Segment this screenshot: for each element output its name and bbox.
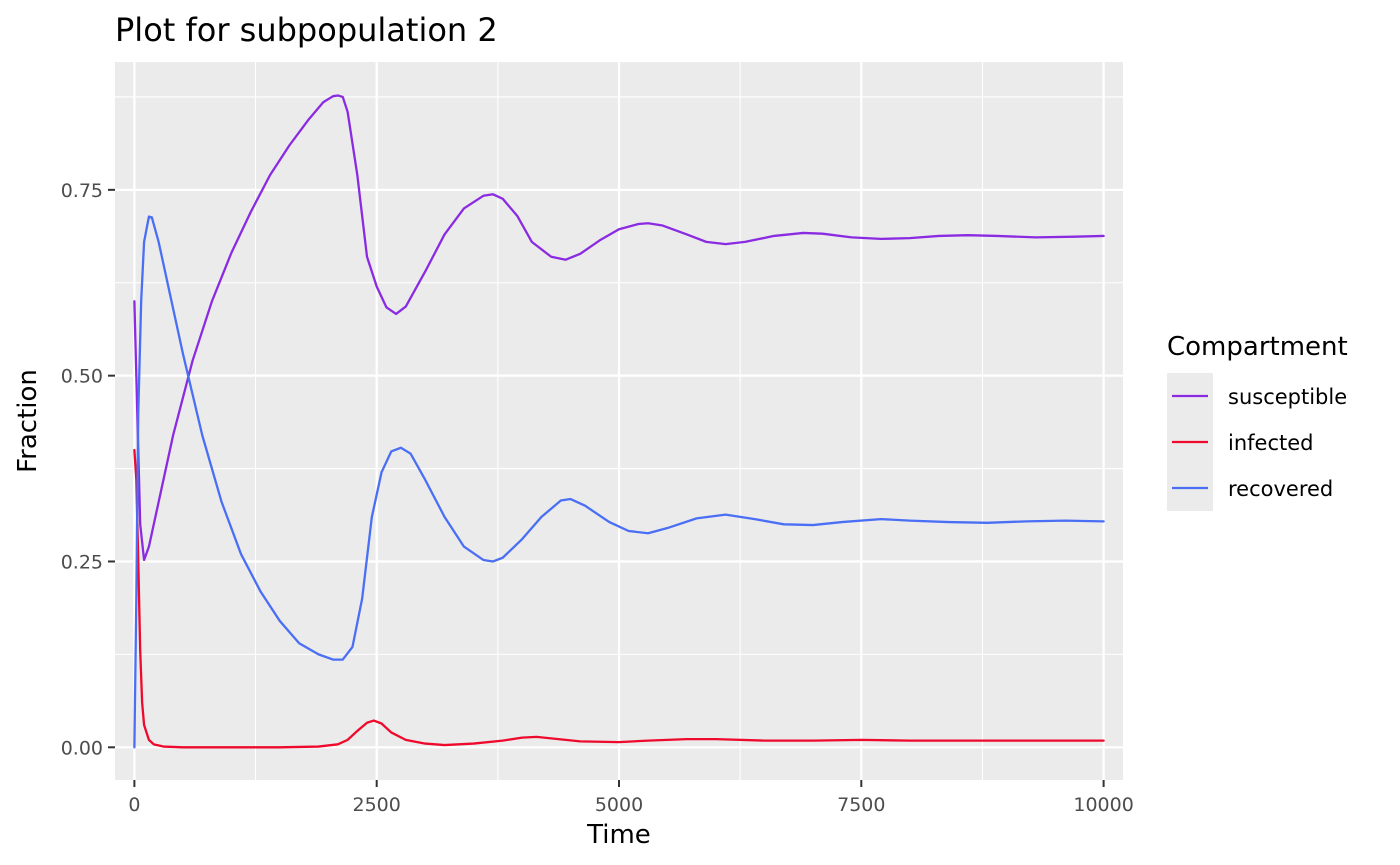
legend: Compartment susceptible infected recovered — [1167, 332, 1348, 511]
y-tick-label: 0.00 — [61, 737, 103, 759]
legend-label-susceptible: susceptible — [1228, 385, 1347, 409]
x-tick-label: 5000 — [595, 794, 643, 816]
legend-title: Compartment — [1167, 332, 1348, 362]
y-axis-title: Fraction — [13, 369, 43, 473]
y-tick-label: 0.25 — [61, 551, 103, 573]
series-line-recovered — [133, 215, 1105, 749]
axes: 0 2500 5000 7500 10000 0.00 0.25 0.50 0.75 — [61, 180, 1134, 816]
x-tick-label: 2500 — [353, 794, 401, 816]
chart-title: Plot for subpopulation 2 — [115, 11, 498, 49]
x-tick-label: 10000 — [1073, 794, 1133, 816]
series-layer — [133, 94, 1105, 749]
series-line-susceptible — [133, 94, 1105, 562]
legend-label-recovered: recovered — [1228, 477, 1333, 501]
y-tick-label: 0.50 — [61, 366, 103, 388]
x-axis-title: Time — [586, 820, 651, 850]
series-line-infected — [133, 448, 1105, 749]
x-tick-label: 0 — [128, 794, 140, 816]
y-tick-label: 0.75 — [61, 180, 103, 202]
legend-label-infected: infected — [1228, 431, 1314, 455]
x-tick-label: 7500 — [837, 794, 885, 816]
grid-lines — [115, 62, 1123, 780]
